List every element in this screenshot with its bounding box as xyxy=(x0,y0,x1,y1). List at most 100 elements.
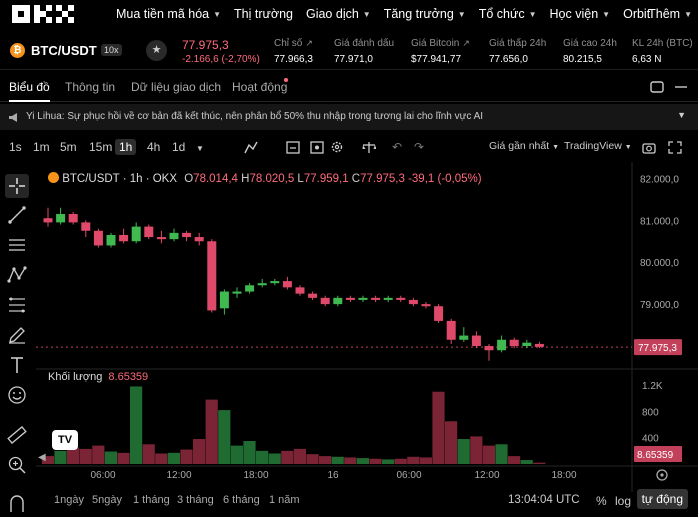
view-mode-dropdown[interactable]: TradingView ▼ xyxy=(564,140,632,152)
nav-item-label: Học viện xyxy=(549,7,599,21)
camera-icon[interactable] xyxy=(642,141,656,154)
alert-icon[interactable] xyxy=(310,141,324,154)
time-tick-label: 18:00 xyxy=(551,470,576,481)
ruler-icon[interactable] xyxy=(6,424,28,446)
emoji-icon[interactable] xyxy=(6,384,28,406)
candle-body xyxy=(207,241,217,311)
nav-item-5[interactable]: Học viện ▼ xyxy=(550,7,611,21)
range-0[interactable]: 1ngày xyxy=(54,494,84,506)
chart-settings-icon-center xyxy=(660,473,664,477)
nav-item-1[interactable]: Thị trường xyxy=(234,7,293,21)
volume-tick-label: 1.2K xyxy=(642,381,663,392)
chart-area[interactable]: 82.000,0 81.000,0 80.000,0 79.000,0 77.975,3… xyxy=(36,162,698,492)
candle-body xyxy=(408,299,418,305)
interval-15m[interactable]: 15m xyxy=(89,140,113,154)
auto-scale-toggle[interactable]: tự động xyxy=(636,489,688,509)
zoom-in-icon[interactable] xyxy=(6,454,28,476)
nav-item-2[interactable]: Giao dịch ▼ xyxy=(306,7,371,21)
volume-bar xyxy=(457,439,470,464)
text-tool-icon[interactable] xyxy=(6,354,28,376)
candle-body xyxy=(68,214,78,223)
announcement-bar[interactable]: Yi Lihua: Sự phục hồi về cơ bản đã kết t… xyxy=(0,104,698,130)
nav-item-4[interactable]: Tổ chức ▼ xyxy=(479,7,537,21)
volume-bar xyxy=(180,449,193,464)
ticker-stat: Giá cao 24h 80.215,5 xyxy=(563,38,617,65)
external-link-icon[interactable]: ↗ xyxy=(462,38,470,48)
utc-time: 13:04:04 UTC xyxy=(508,494,580,506)
chevron-down-icon: ▼ xyxy=(362,9,371,19)
interval-1h[interactable]: 1h xyxy=(115,139,137,155)
minimize-icon[interactable] xyxy=(674,81,688,93)
interval-1s[interactable]: 1s xyxy=(9,140,22,154)
candle-body xyxy=(119,234,129,242)
indicators-icon[interactable] xyxy=(244,141,258,154)
range-2[interactable]: 1 tháng xyxy=(133,494,170,506)
volume-bar xyxy=(394,458,407,464)
stat-value: 80.215,5 xyxy=(563,54,602,65)
balance-scale-icon[interactable] xyxy=(362,141,376,154)
pattern-tool-icon[interactable] xyxy=(6,264,28,286)
volume-tick-label: 400 xyxy=(642,434,659,445)
price-tick-label: 82.000,0 xyxy=(640,174,679,185)
nav-more[interactable]: Thêm ▼ xyxy=(648,7,692,21)
pair-selector[interactable]: BTC/USDT ▼ xyxy=(31,43,111,58)
chart-settings-icon[interactable] xyxy=(656,469,668,481)
templates-icon[interactable] xyxy=(286,141,300,154)
settings-gear-icon[interactable] xyxy=(330,140,344,154)
price-type-dropdown[interactable]: Giá gần nhất ▼ xyxy=(489,140,559,152)
interval-dropdown-icon[interactable]: ▼ xyxy=(196,144,204,153)
tab-2[interactable]: Dữ liệu giao dịch xyxy=(131,80,222,94)
nav-item-3[interactable]: Tăng trưởng ▼ xyxy=(384,7,466,21)
stat-label: Giá cao 24h xyxy=(563,38,617,49)
okx-logo[interactable] xyxy=(12,5,78,23)
range-3[interactable]: 3 tháng xyxy=(177,494,214,506)
brush-icon[interactable] xyxy=(6,324,28,346)
fib-retracement-icon[interactable] xyxy=(6,294,28,316)
interval-1d[interactable]: 1d xyxy=(172,140,186,154)
ticker-stat: Giá thấp 24h 77.656,0 xyxy=(489,38,546,65)
candle-body xyxy=(219,291,229,309)
range-1[interactable]: 5ngày xyxy=(92,494,122,506)
candle-body xyxy=(446,320,456,340)
announcement-text: Yi Lihua: Sự phục hồi về cơ bản đã kết t… xyxy=(26,111,484,122)
volume-bar xyxy=(230,445,243,464)
percent-toggle[interactable]: % xyxy=(596,494,607,508)
trend-line-icon[interactable] xyxy=(6,204,28,226)
fullscreen-icon[interactable] xyxy=(668,141,682,154)
favorite-star-icon[interactable]: ★ xyxy=(146,40,167,61)
candle-body xyxy=(396,297,406,300)
candlestick-chart[interactable]: 82.000,0 81.000,0 80.000,0 79.000,0 77.975,3… xyxy=(36,162,698,492)
candle-body xyxy=(81,222,91,231)
range-4[interactable]: 6 tháng xyxy=(223,494,260,506)
nav-more-label: Thêm xyxy=(648,7,681,21)
crosshair-icon[interactable] xyxy=(5,174,29,198)
bitcoin-icon: ₿ xyxy=(10,43,25,58)
external-link-icon[interactable]: ↗ xyxy=(305,38,313,48)
horizontal-lines-icon[interactable] xyxy=(6,234,28,256)
chevron-down-icon[interactable]: ▼ xyxy=(677,110,686,120)
candle-body xyxy=(522,342,532,347)
tab-3[interactable]: Hoạt động xyxy=(232,80,288,94)
undo-icon[interactable]: ↶ xyxy=(392,140,403,154)
volume-bar xyxy=(167,452,180,464)
chevron-down-icon: ▼ xyxy=(213,9,222,19)
nav-item-0[interactable]: Mua tiền mã hóa ▼ xyxy=(116,7,221,21)
interval-4h[interactable]: 4h xyxy=(147,140,161,154)
chart-title: BTC/USDT · 1h · OKX xyxy=(62,173,178,185)
ohlc-l-value: 77.959,1 xyxy=(303,173,349,185)
magnet-icon[interactable] xyxy=(6,492,28,514)
range-5[interactable]: 1 năm xyxy=(269,494,300,506)
layout-icon[interactable] xyxy=(650,81,664,93)
nav-item-label: Giao dịch xyxy=(305,7,359,21)
interval-5m[interactable]: 5m xyxy=(60,140,77,154)
nav-item-label: Orbit xyxy=(623,7,651,21)
interval-1m[interactable]: 1m xyxy=(33,140,50,154)
scroll-left-icon[interactable]: ◀ xyxy=(38,452,46,463)
tab-0[interactable]: Biểu đồ xyxy=(9,80,50,102)
candle-body xyxy=(320,297,330,305)
candle-body xyxy=(358,297,368,300)
tab-1[interactable]: Thông tin xyxy=(65,80,116,94)
redo-icon[interactable]: ↷ xyxy=(414,140,425,154)
nav-item-6[interactable]: Orbit xyxy=(623,7,650,21)
log-toggle[interactable]: log xyxy=(615,494,632,508)
